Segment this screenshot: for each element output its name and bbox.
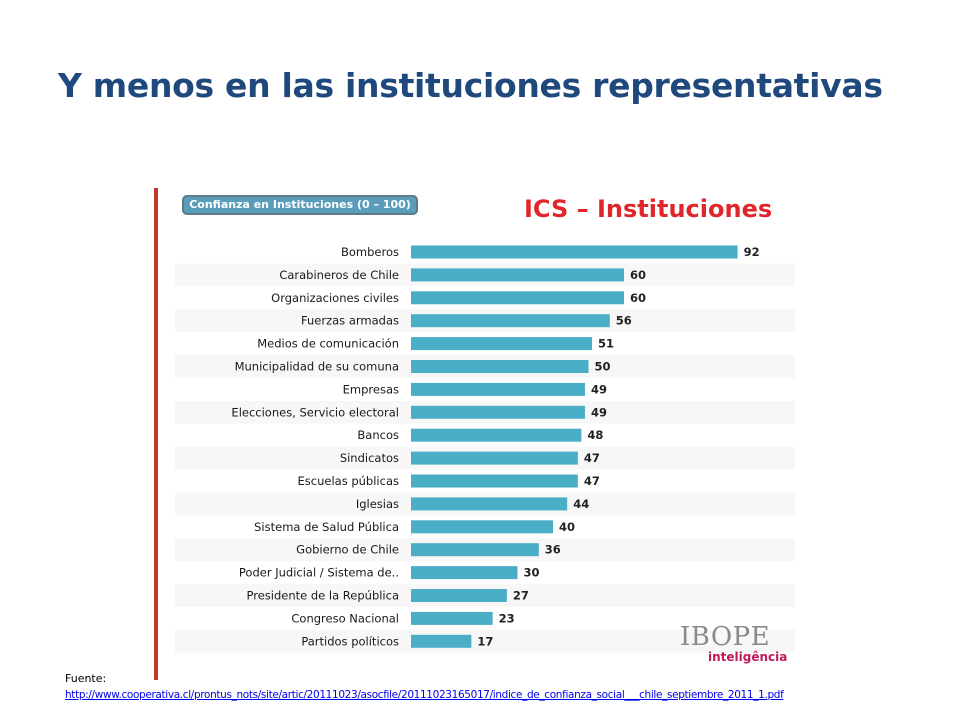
- category-label: Bancos: [357, 428, 399, 442]
- value-label: 27: [513, 589, 529, 603]
- value-label: 51: [598, 337, 614, 351]
- bar: [411, 543, 539, 557]
- accent-divider: [154, 188, 158, 680]
- value-label: 47: [584, 451, 600, 465]
- value-label: 48: [587, 428, 603, 442]
- category-label: Bomberos: [341, 245, 399, 259]
- bar: [411, 634, 472, 648]
- value-label: 30: [524, 566, 540, 580]
- bar: [411, 291, 624, 305]
- bar: [411, 245, 738, 259]
- bar: [411, 360, 589, 373]
- bar: [411, 405, 585, 419]
- bar: [411, 268, 624, 282]
- category-label: Elecciones, Servicio electoral: [231, 405, 399, 419]
- bar: [411, 589, 507, 602]
- value-label: 23: [499, 611, 515, 625]
- value-label: 60: [630, 291, 646, 305]
- row-band: [175, 629, 795, 653]
- value-label: 49: [591, 405, 607, 419]
- category-label: Carabineros de Chile: [279, 268, 399, 282]
- value-label: 44: [573, 497, 589, 511]
- value-label: 60: [630, 268, 646, 282]
- category-label: Medios de comunicación: [257, 337, 399, 351]
- value-label: 49: [591, 382, 607, 396]
- bar: [411, 520, 553, 534]
- category-label: Sindicatos: [340, 451, 399, 465]
- source-link[interactable]: http://www.cooperativa.cl/prontus_nots/s…: [65, 689, 784, 701]
- value-label: 56: [616, 314, 632, 328]
- source-label: Fuente:: [65, 672, 107, 685]
- bar: [411, 474, 578, 488]
- ibope-logo-subtitle: inteligência: [708, 650, 788, 664]
- category-label: Partidos políticos: [301, 634, 399, 648]
- value-label: 50: [595, 360, 611, 374]
- category-label: Sistema de Salud Pública: [254, 520, 399, 534]
- bar: [411, 497, 568, 511]
- category-label: Presidente de la República: [247, 589, 400, 603]
- bar: [411, 428, 582, 442]
- value-label: 36: [545, 543, 561, 557]
- value-label: 40: [559, 520, 575, 534]
- category-label: Poder Judicial / Sistema de..: [239, 566, 399, 580]
- value-label: 17: [477, 634, 493, 648]
- ibope-logo: IBOPE: [680, 622, 771, 652]
- category-label: Fuerzas armadas: [301, 314, 399, 328]
- category-label: Gobierno de Chile: [296, 543, 399, 557]
- bar: [411, 611, 493, 625]
- category-label: Municipalidad de su comuna: [235, 360, 399, 374]
- bar: [411, 382, 585, 396]
- value-label: 92: [744, 245, 760, 259]
- bar: [411, 337, 593, 351]
- chart-title: ICS – Instituciones: [524, 195, 773, 223]
- bar: [411, 566, 518, 580]
- value-label: 47: [584, 474, 600, 488]
- category-label: Iglesias: [356, 497, 399, 511]
- bar: [411, 451, 578, 465]
- category-label: Escuelas públicas: [298, 474, 399, 488]
- category-label: Organizaciones civiles: [271, 291, 399, 305]
- chart-badge: Confianza en Instituciones (0 – 100): [182, 195, 418, 215]
- category-label: Congreso Nacional: [291, 611, 399, 625]
- category-label: Empresas: [343, 382, 399, 396]
- slide-title: Y menos en las instituciones representat…: [58, 66, 883, 105]
- bar: [411, 314, 610, 328]
